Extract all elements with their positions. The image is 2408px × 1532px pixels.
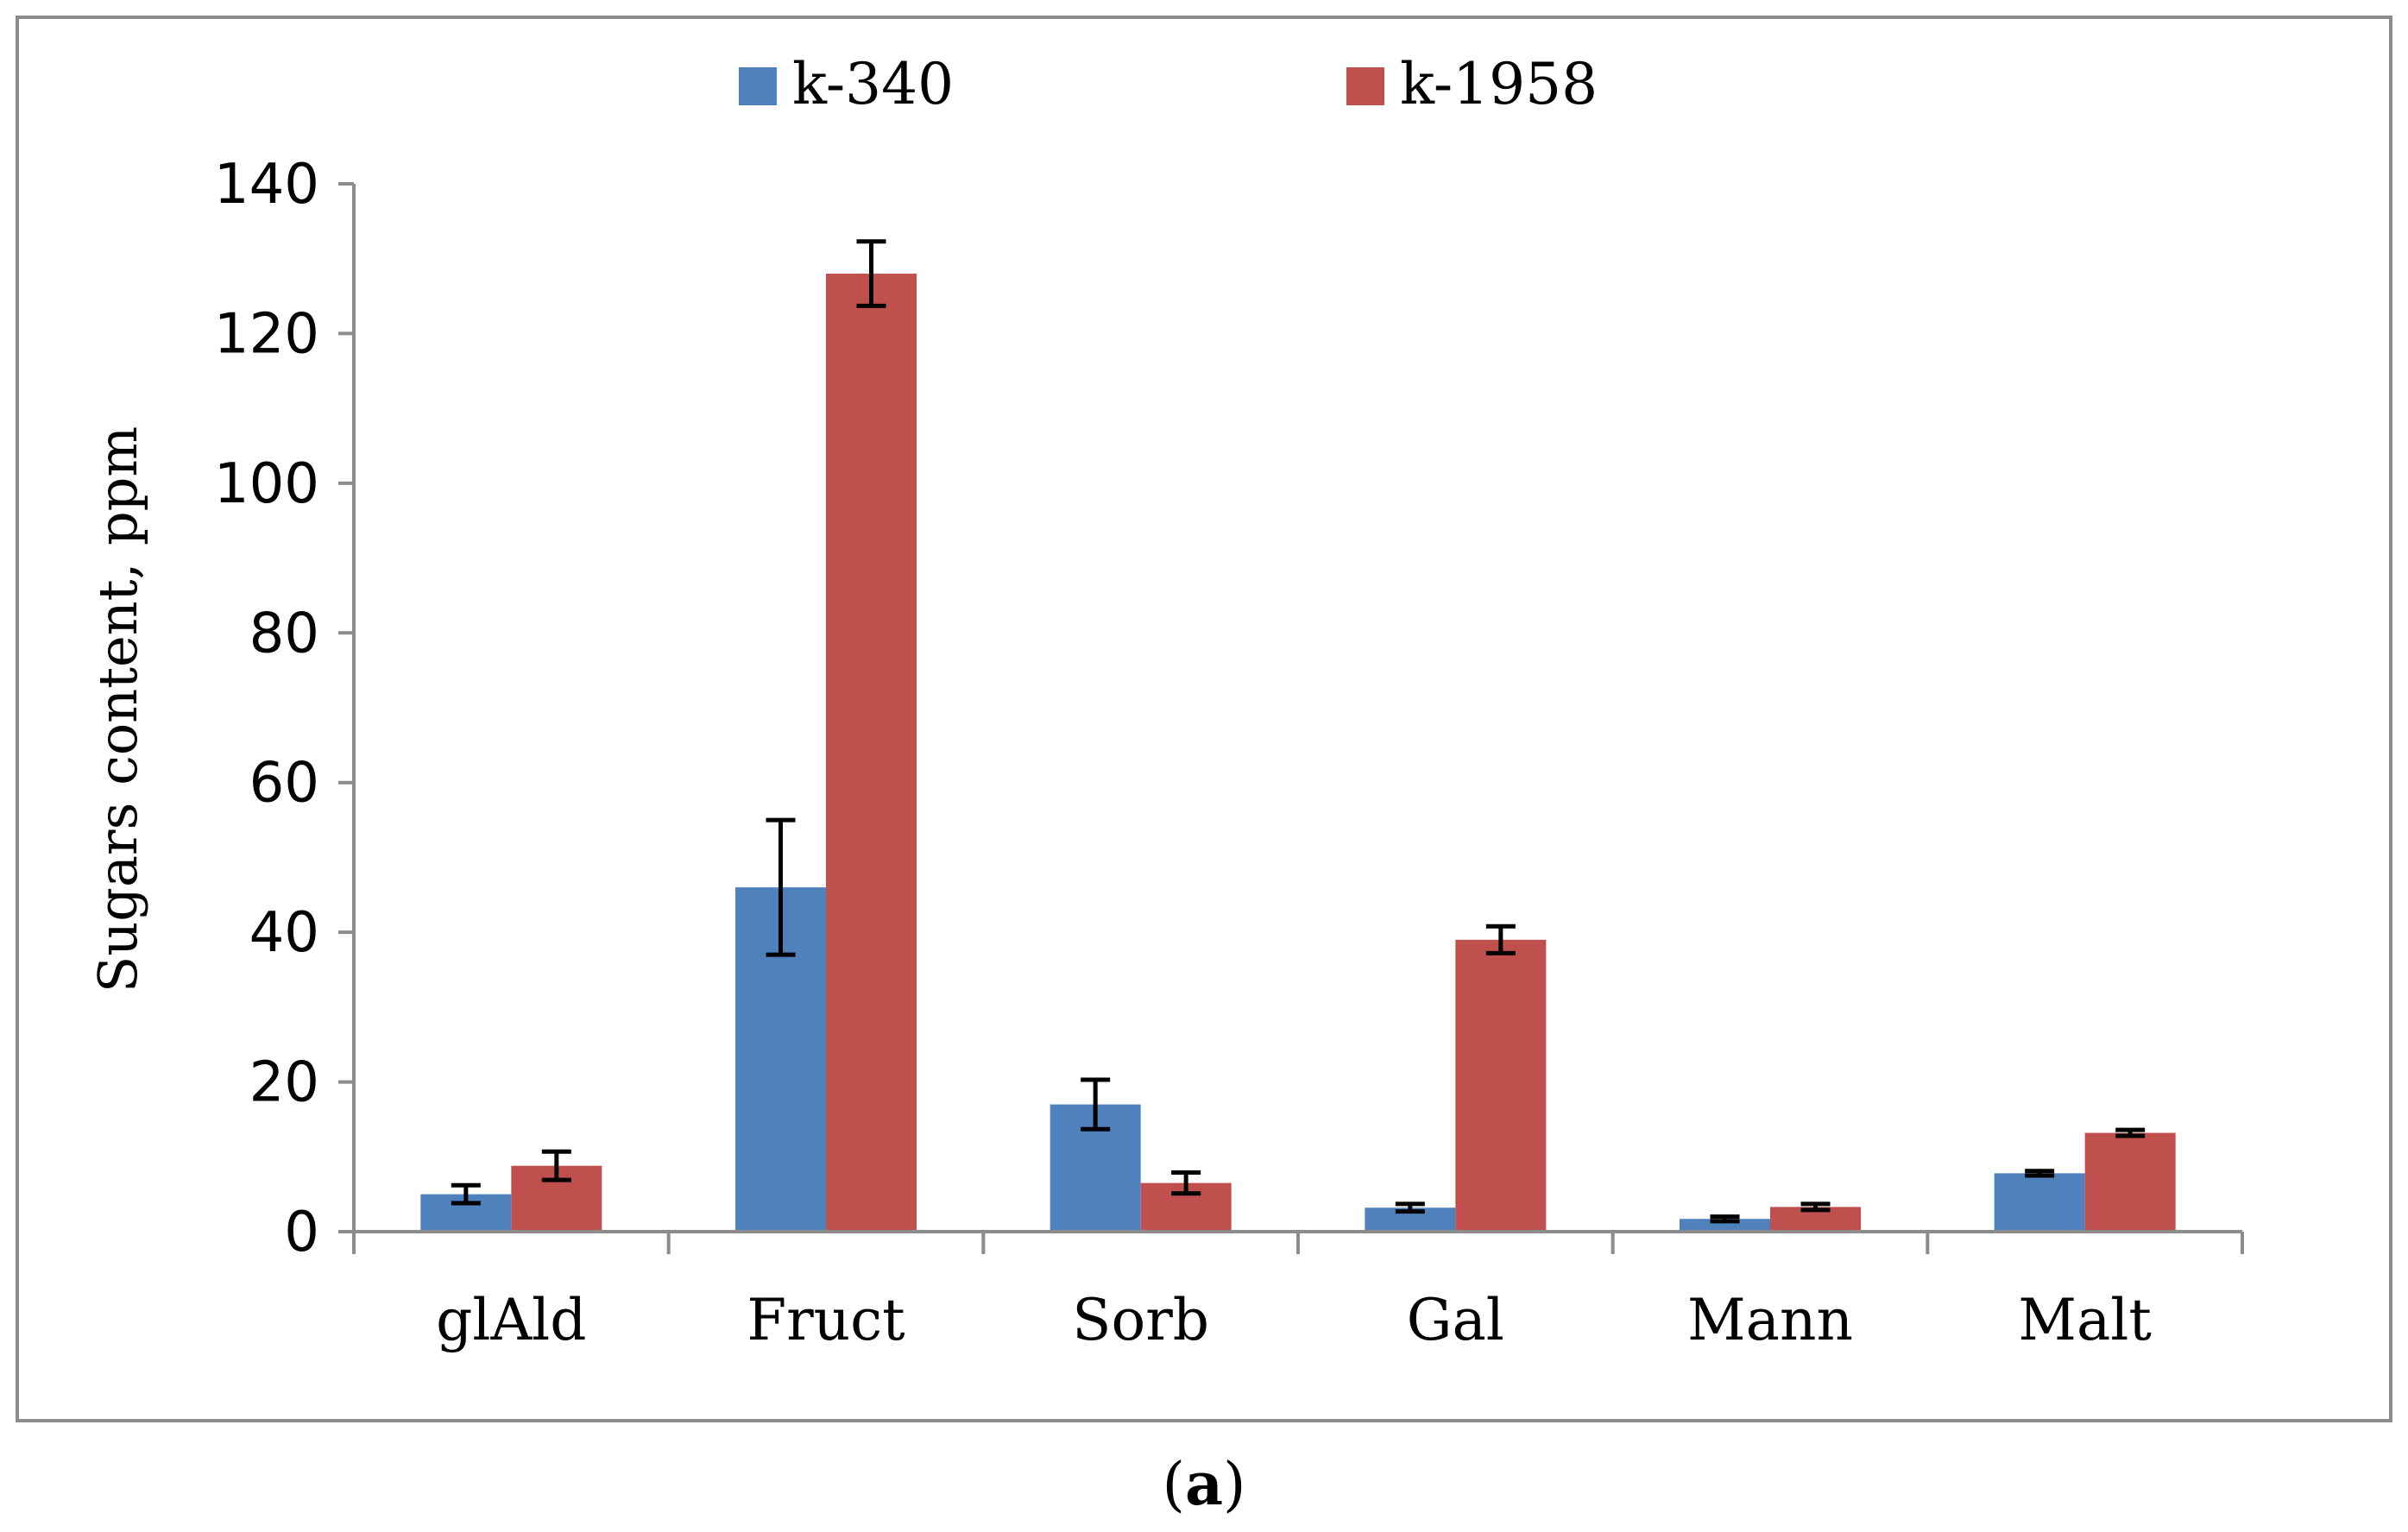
y-tick-label: 100 bbox=[214, 452, 319, 516]
y-tick-label: 140 bbox=[214, 153, 319, 217]
y-tick-label: 60 bbox=[249, 752, 319, 816]
caption-letter: a bbox=[1184, 1450, 1224, 1519]
caption-close: ) bbox=[1223, 1451, 1246, 1519]
legend-swatch-k-340 bbox=[739, 67, 777, 105]
y-axis-title: Sugars content, ppm bbox=[86, 426, 149, 993]
y-axis: 0 20 40 60 80 100 120 140 bbox=[214, 153, 356, 1264]
bar-k-1958-Gal bbox=[1455, 939, 1547, 1232]
error-bar-k-340-Malt bbox=[2025, 1169, 2055, 1178]
legend: k-340 k-1958 bbox=[739, 51, 1598, 117]
error-bar-k-340-Fruct bbox=[766, 817, 796, 957]
x-tick-label: Gal bbox=[1407, 1287, 1504, 1353]
error-bar-k-340-glAld bbox=[451, 1182, 481, 1206]
legend-label-k-1958: k-1958 bbox=[1400, 51, 1598, 117]
y-tick-label: 120 bbox=[214, 302, 319, 366]
y-tick-label: 80 bbox=[249, 602, 319, 665]
bar-k-340-Malt bbox=[1994, 1173, 2085, 1232]
error-bar-k-340-Sorb bbox=[1081, 1077, 1111, 1132]
bar-k-1958-Malt bbox=[2084, 1132, 2176, 1232]
error-bar-k-1958-Gal bbox=[1485, 924, 1516, 955]
panel-caption: (a) bbox=[0, 1450, 2408, 1519]
x-tick-label: Mann bbox=[1687, 1287, 1853, 1353]
error-bar-k-1958-glAld bbox=[541, 1149, 571, 1182]
bar-k-1958-Fruct bbox=[826, 274, 917, 1232]
legend-swatch-k-1958 bbox=[1346, 67, 1384, 105]
bars bbox=[420, 239, 2176, 1232]
x-tick-label: Malt bbox=[2018, 1287, 2152, 1353]
error-bar-k-340-Mann bbox=[1710, 1214, 1740, 1224]
x-tick-label: Sorb bbox=[1072, 1287, 1209, 1353]
x-tick-label: glAld bbox=[436, 1287, 586, 1353]
y-tick-label: 40 bbox=[249, 901, 319, 965]
error-bar-k-1958-Sorb bbox=[1171, 1169, 1201, 1196]
error-bar-k-1958-Mann bbox=[1800, 1201, 1831, 1213]
y-tick-label: 20 bbox=[249, 1051, 319, 1115]
error-bar-k-1958-Malt bbox=[2115, 1127, 2146, 1138]
x-tick-label: Fruct bbox=[747, 1287, 905, 1353]
error-bar-k-340-Gal bbox=[1395, 1201, 1425, 1214]
y-tick-label: 0 bbox=[284, 1201, 319, 1264]
error-bar-k-1958-Fruct bbox=[856, 239, 886, 308]
legend-label-k-340: k-340 bbox=[792, 51, 954, 117]
x-axis: glAld Fruct Sorb Gal Mann Malt bbox=[352, 1230, 2244, 1353]
bar-k-340-Mann bbox=[1680, 1219, 1770, 1232]
caption-open: ( bbox=[1162, 1451, 1185, 1519]
